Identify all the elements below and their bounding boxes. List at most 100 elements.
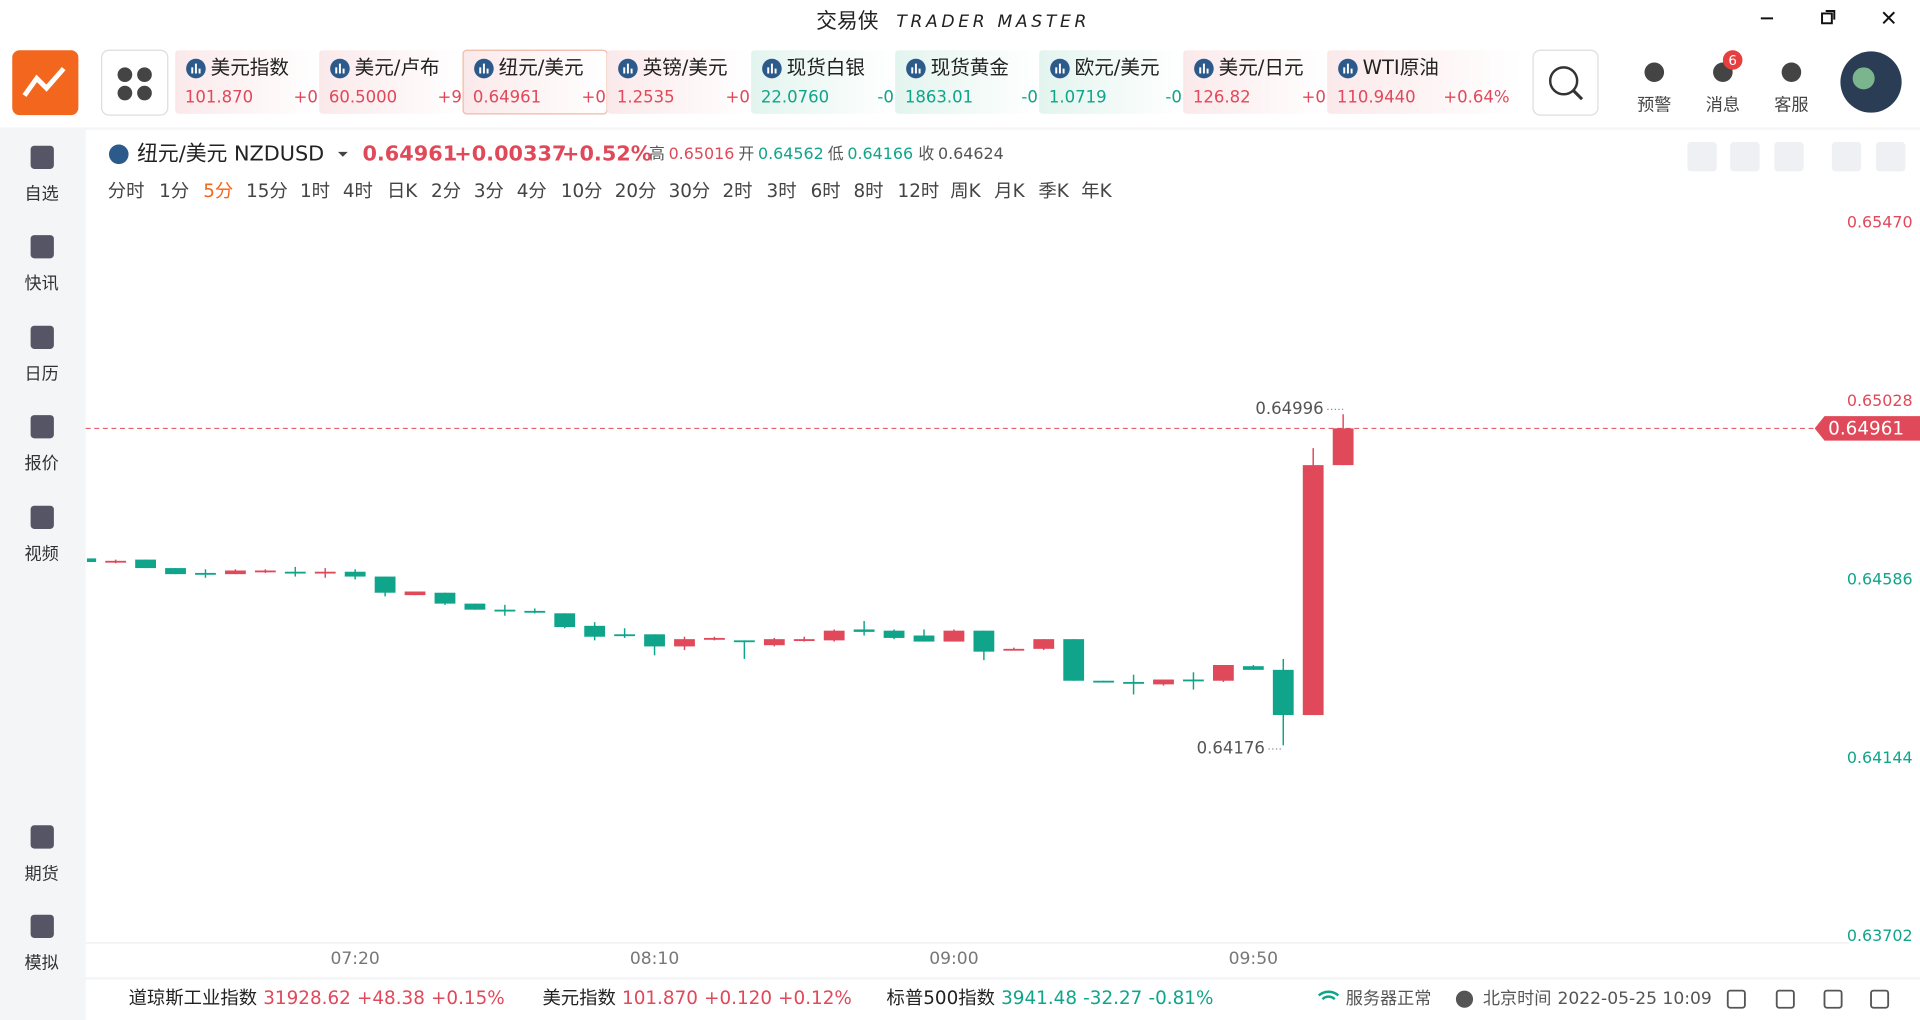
period-tab[interactable]: 20分 [615,181,657,202]
menu-icon [117,67,152,101]
footer-price: 3941.48 [1001,988,1077,1009]
candle-body [254,570,276,573]
toolbar-button[interactable] [1687,142,1717,172]
sidebar-label[interactable]: 日历 [25,365,59,385]
action-label[interactable]: 客服 [1774,95,1808,115]
period-tab[interactable]: 3分 [474,181,504,202]
period-tab[interactable]: 1分 [159,181,189,202]
ticker-card[interactable] [607,50,752,114]
period-tab[interactable]: 1时 [300,181,330,202]
logo[interactable] [12,50,79,116]
action-label[interactable]: 预警 [1637,95,1671,115]
header-change-pct: +0.52% [562,141,652,165]
footer-tool[interactable] [1775,989,1795,1009]
candle-body [883,630,905,638]
footer-bar [85,979,1920,1020]
period-tab[interactable]: 2分 [431,181,461,202]
ticker-price: 60.5000 [329,87,397,106]
footer-price: 101.870 [622,988,698,1009]
period-tab[interactable]: 30分 [669,181,711,202]
candle-body [344,571,366,577]
symbol-dropdown[interactable] [337,151,348,157]
period-tab[interactable]: 15分 [246,181,288,202]
clock-icon [1455,990,1474,1008]
footer-name: 美元指数 [542,988,615,1009]
sidebar-icon[interactable] [30,914,54,938]
ticker-card[interactable] [1183,50,1328,114]
period-tab[interactable]: 3时 [767,181,797,202]
candle-body [284,571,306,574]
sidebar-icon[interactable] [30,145,54,169]
candle-body [314,571,336,574]
period-tab[interactable]: 5分 [203,181,233,202]
header-high: 0.65016 [669,144,735,163]
x-tick-label: 07:20 [330,949,379,969]
ticker-card[interactable] [895,50,1040,114]
search-icon [1548,66,1579,96]
sidebar-icon[interactable] [30,415,54,439]
plot-area [86,414,1354,746]
period-tab[interactable]: 周K [950,181,981,202]
candle-body [1033,639,1055,649]
sidebar-label[interactable]: 报价 [25,454,59,474]
period-tab[interactable]: 2时 [722,181,752,202]
candle-body [1332,428,1354,466]
candle-body [733,640,755,643]
candle-body [195,572,216,575]
period-tab[interactable]: 4分 [517,181,547,202]
header-low: 0.64166 [847,144,913,163]
toolbar-button[interactable] [1831,142,1862,172]
ticker-card[interactable] [751,50,896,114]
toolbar-button[interactable] [1774,142,1804,172]
window-controls[interactable] [1760,10,1895,25]
sidebar-icon[interactable] [30,325,54,349]
footer-tool[interactable] [1823,989,1843,1009]
period-tab[interactable]: 年K [1081,181,1112,202]
ticker-name: 美元/日元 [1219,56,1304,79]
period-tab[interactable]: 分时 [108,181,145,202]
chart-panel [85,129,1920,978]
action-icon[interactable] [1781,62,1802,83]
ticker-change: +0 [294,87,318,106]
app-title: 交易侠 [816,9,879,33]
candle-body [464,603,486,610]
search-button[interactable] [1532,49,1599,116]
sidebar-icon[interactable] [30,825,54,849]
action-label[interactable]: 消息 [1706,95,1740,115]
time-label: 北京时间 [1483,989,1552,1009]
ticker-card[interactable] [1327,50,1522,114]
app-subtitle: TRADER MASTER [896,12,1090,32]
period-tab[interactable]: 6时 [811,181,841,202]
period-tab[interactable]: 月K [994,181,1025,202]
candle-body [165,568,186,575]
sidebar-label[interactable]: 模拟 [25,954,59,974]
sidebar-label[interactable]: 期货 [25,864,59,884]
candle-body [1093,680,1115,683]
period-tab[interactable]: 10分 [561,181,603,202]
period-tab[interactable]: 4时 [343,181,373,202]
action-icon[interactable] [1644,62,1665,83]
ticker-icon-bars [911,63,921,74]
ticker-card[interactable] [319,50,464,114]
ticker-price: 110.9440 [1337,87,1416,106]
x-tick-label: 08:10 [630,949,679,969]
footer-tool[interactable] [1726,989,1746,1009]
sidebar-label[interactable]: 视频 [25,545,59,565]
period-tab[interactable]: 季K [1038,181,1069,202]
period-tab[interactable]: 8时 [853,181,883,202]
menu-button[interactable] [101,49,169,116]
sidebar-label[interactable]: 自选 [25,185,59,205]
ticker-card[interactable] [1039,50,1184,114]
toolbar-button[interactable] [1875,142,1906,172]
sidebar-icon[interactable] [30,505,54,529]
footer-change: +48.38 [357,988,425,1009]
footer-tool[interactable] [1870,989,1890,1009]
x-tick-label: 09:50 [1229,949,1278,969]
sidebar-label[interactable]: 快讯 [25,274,59,294]
sidebar-icon[interactable] [30,235,54,259]
ticker-card[interactable] [175,50,320,114]
period-tab[interactable]: 日K [387,181,418,202]
period-tab[interactable]: 12时 [898,181,940,202]
beijing-time: 北京时间 2022-05-25 10:09 [1483,989,1712,1009]
toolbar-button[interactable] [1730,142,1760,172]
